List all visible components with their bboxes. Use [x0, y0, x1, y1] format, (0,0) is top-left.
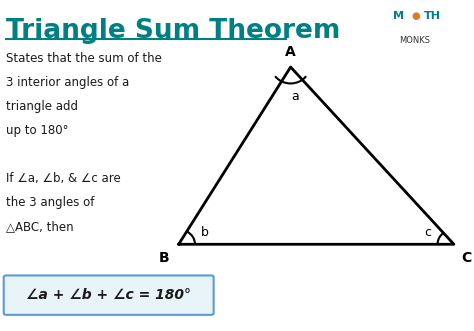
- Text: If ∠a, ∠b, & ∠c are: If ∠a, ∠b, & ∠c are: [6, 172, 121, 185]
- Text: the 3 angles of: the 3 angles of: [6, 196, 94, 209]
- Text: b: b: [201, 226, 209, 239]
- Text: States that the sum of the: States that the sum of the: [6, 52, 162, 65]
- Text: up to 180°: up to 180°: [6, 124, 69, 137]
- Text: 3 interior angles of a: 3 interior angles of a: [6, 76, 129, 89]
- Text: Triangle Sum Theorem: Triangle Sum Theorem: [6, 18, 340, 44]
- Text: C: C: [461, 251, 471, 265]
- Text: B: B: [159, 251, 169, 265]
- FancyBboxPatch shape: [4, 275, 214, 315]
- Text: △ABC, then: △ABC, then: [6, 220, 73, 233]
- Text: A: A: [285, 45, 296, 59]
- Text: a: a: [292, 90, 299, 103]
- Text: ●: ●: [411, 11, 419, 21]
- Text: ∠a + ∠b + ∠c = 180°: ∠a + ∠b + ∠c = 180°: [26, 288, 191, 302]
- Text: TH: TH: [424, 11, 440, 21]
- Text: M: M: [393, 11, 404, 21]
- Text: c: c: [425, 226, 431, 239]
- Text: MONKS: MONKS: [399, 36, 430, 45]
- Text: triangle add: triangle add: [6, 100, 78, 113]
